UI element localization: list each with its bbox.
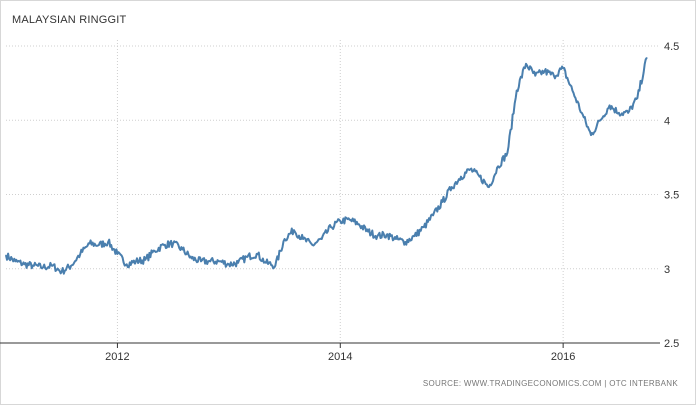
data-point xyxy=(348,218,351,221)
data-point xyxy=(515,89,518,92)
x-tick-label: 2016 xyxy=(551,351,575,363)
data-point xyxy=(172,242,174,245)
data-point xyxy=(237,262,239,264)
data-point xyxy=(302,238,304,240)
data-point xyxy=(636,97,639,99)
data-point xyxy=(181,248,184,251)
data-point xyxy=(116,253,119,255)
data-point xyxy=(450,186,453,188)
data-point xyxy=(274,264,277,267)
data-point xyxy=(469,168,472,171)
data-point xyxy=(60,270,63,273)
data-point xyxy=(432,214,434,217)
data-point xyxy=(283,238,286,240)
data-point xyxy=(580,112,583,114)
chart-title: MALAYSIAN RINGGIT xyxy=(12,14,127,26)
y-tick-label: 4 xyxy=(664,115,670,127)
data-point xyxy=(246,256,249,258)
data-point xyxy=(599,119,602,122)
data-point xyxy=(497,165,499,168)
data-point xyxy=(190,257,193,260)
source-note: SOURCE: WWW.TRADINGECONOMICS.COM | OTC I… xyxy=(422,379,678,388)
data-point xyxy=(88,242,91,245)
data-point xyxy=(413,235,416,237)
data-point xyxy=(376,235,379,237)
data-point xyxy=(423,226,425,228)
y-tick-label: 4.5 xyxy=(664,41,679,53)
x-tick-label: 2012 xyxy=(105,351,129,363)
data-point xyxy=(543,70,546,73)
data-point xyxy=(608,104,611,107)
data-point xyxy=(144,259,147,261)
data-point xyxy=(618,112,620,114)
data-point xyxy=(70,264,72,267)
series-line xyxy=(5,57,648,275)
data-point xyxy=(153,250,156,252)
data-point xyxy=(5,254,7,257)
data-point xyxy=(562,67,564,70)
data-point xyxy=(311,244,314,246)
data-point xyxy=(200,260,202,263)
data-point xyxy=(125,263,128,266)
data-point xyxy=(645,57,648,59)
y-tick-label: 3.5 xyxy=(664,190,679,202)
data-point xyxy=(265,262,267,264)
data-point xyxy=(506,152,509,154)
data-point xyxy=(330,226,332,228)
data-point xyxy=(367,230,369,233)
data-point xyxy=(571,89,574,92)
x-tick-label: 2014 xyxy=(328,351,352,363)
data-point xyxy=(228,263,230,266)
data-point xyxy=(320,238,323,240)
tick-labels: 2.5 3 3.5 4 4.5 2012 2014 2016 xyxy=(105,41,679,363)
data-point xyxy=(488,186,490,188)
data-point xyxy=(98,244,100,246)
data-point xyxy=(79,253,82,255)
data-point xyxy=(51,264,54,267)
series-group xyxy=(5,57,648,275)
data-point xyxy=(163,244,165,246)
data-point xyxy=(385,233,388,236)
y-tick-label: 2.5 xyxy=(664,338,679,350)
data-point xyxy=(460,175,462,178)
data-point xyxy=(395,238,397,240)
data-point xyxy=(42,266,44,269)
data-point xyxy=(534,74,537,77)
data-point xyxy=(255,253,258,255)
data-point xyxy=(209,260,212,263)
data-point xyxy=(404,241,407,243)
data-point xyxy=(553,74,555,77)
data-point xyxy=(590,134,592,136)
y-tick-label: 3 xyxy=(664,264,670,276)
data-point xyxy=(627,112,629,114)
data-point xyxy=(33,264,35,267)
data-point xyxy=(441,201,444,203)
data-point xyxy=(339,220,342,223)
data-point xyxy=(14,260,17,263)
data-point xyxy=(358,223,360,225)
data-point xyxy=(23,263,26,266)
grid-lines xyxy=(0,40,660,348)
data-point xyxy=(525,63,527,65)
data-point xyxy=(478,175,481,178)
data-point xyxy=(293,229,295,231)
data-point xyxy=(218,260,221,263)
data-point xyxy=(107,241,109,243)
data-point xyxy=(135,260,137,263)
